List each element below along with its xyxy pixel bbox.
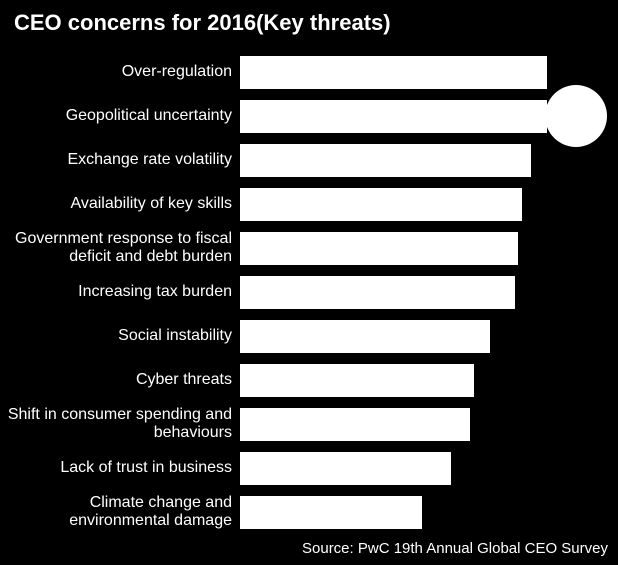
chart-row: Availability of key skills: [0, 182, 618, 226]
chart-rows: Over-regulation Geopolitical uncertainty E…: [0, 50, 618, 534]
chart-row: Increasing tax burden: [0, 270, 618, 314]
bar-track: [240, 56, 547, 89]
chart-row: Government response to fiscal deficit an…: [0, 226, 618, 270]
bar-track: [240, 144, 531, 177]
chart-row: Shift in consumer spending and behaviour…: [0, 402, 618, 446]
bar: [240, 408, 470, 441]
bar-label: Increasing tax burden: [0, 283, 240, 301]
bar-label: Shift in consumer spending and behaviour…: [0, 406, 240, 442]
bar: [240, 364, 474, 397]
bar-label: Availability of key skills: [0, 195, 240, 213]
chart-title: CEO concerns for 2016(Key threats): [14, 10, 391, 36]
bar-track: [240, 320, 490, 353]
bar: [240, 56, 547, 89]
bar: [240, 232, 518, 265]
chart-row: Social instability: [0, 314, 618, 358]
chart-row: Climate change and environmental damage: [0, 490, 618, 534]
bar: [240, 496, 422, 529]
chart-row: Geopolitical uncertainty: [0, 94, 618, 138]
bar-label: Climate change and environmental damage: [0, 494, 240, 530]
bar: [240, 452, 451, 485]
bar: [240, 144, 531, 177]
bar-track: [240, 100, 547, 133]
chart-row: Cyber threats: [0, 358, 618, 402]
highlight-circle: [545, 85, 607, 147]
bar-track: [240, 452, 451, 485]
bar-label: Lack of trust in business: [0, 459, 240, 477]
bar: [240, 320, 490, 353]
chart-row: Over-regulation: [0, 50, 618, 94]
bar-track: [240, 364, 474, 397]
chart-row: Lack of trust in business: [0, 446, 618, 490]
bar-label: Social instability: [0, 327, 240, 345]
bar-track: [240, 232, 518, 265]
bar: [240, 188, 522, 221]
bar-label: Exchange rate volatility: [0, 151, 240, 169]
bar-label: Cyber threats: [0, 371, 240, 389]
chart-row: Exchange rate volatility: [0, 138, 618, 182]
bar-track: [240, 276, 515, 309]
bar-label: Geopolitical uncertainty: [0, 107, 240, 125]
bar-label: Government response to fiscal deficit an…: [0, 230, 240, 266]
bar: [240, 100, 547, 133]
bar-track: [240, 188, 522, 221]
bar-track: [240, 408, 470, 441]
chart-source: Source: PwC 19th Annual Global CEO Surve…: [302, 540, 608, 557]
bar-track: [240, 496, 422, 529]
ceo-concerns-chart: CEO concerns for 2016(Key threats) Over-…: [0, 0, 618, 565]
bar-label: Over-regulation: [0, 63, 240, 81]
bar: [240, 276, 515, 309]
